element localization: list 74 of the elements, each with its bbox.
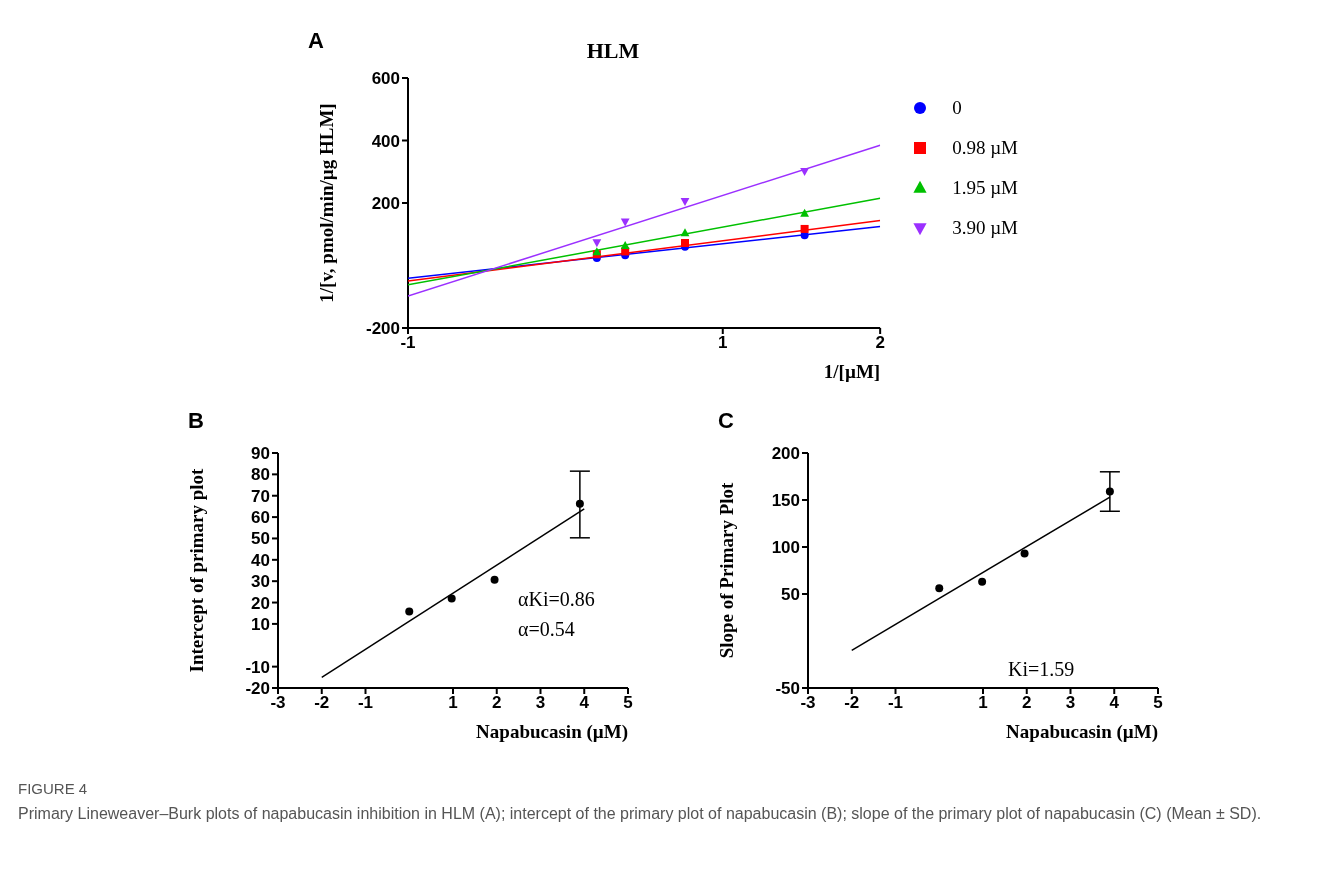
y-tick-label: 400 [371,131,400,151]
chart-title: HLM [586,38,640,63]
x-tick-label: -2 [314,693,330,713]
x-tick-label: 1 [978,693,988,713]
point [447,594,456,603]
y-tick-label: 40 [251,550,270,570]
point [935,584,944,593]
y-tick-label: 600 [371,69,400,89]
x-tick-label: -2 [844,693,860,713]
point [800,208,810,217]
y-tick-label: 200 [771,444,800,464]
x-tick-label: -3 [800,693,816,713]
x-tick-label: 1 [718,333,728,353]
y-tick-label: 50 [781,585,800,605]
y-tick-label: 90 [251,444,270,464]
point [1020,549,1029,558]
x-tick-label: 3 [1065,693,1076,713]
x-tick-label: -1 [400,333,416,353]
x-tick-label: 2 [492,693,502,713]
point [405,607,414,616]
point [592,239,602,248]
legend-label: 0 [952,97,962,119]
y-tick-label: 80 [251,465,270,485]
y-axis-title: 1/[v, pmol/min/µg HLM] [315,103,337,303]
x-tick-label: 3 [535,693,546,713]
y-axis-title: Intercept of primary plot [185,467,207,673]
point [620,241,630,250]
point [800,167,810,176]
caption: FIGURE 4 [18,779,89,799]
point [575,499,584,508]
x-tick-label: 2 [875,333,885,353]
annotation: αKi=0.86 [518,588,595,611]
y-tick-label: -20 [245,679,270,699]
y-tick-label: 50 [251,529,270,549]
y-tick-label: 60 [251,508,270,528]
x-axis-title: 1/[µM] [823,361,881,382]
point [978,577,987,586]
x-axis-title: Napabucasin (µM) [1006,721,1158,743]
y-axis-title: Slope of Primary Plot [715,481,737,659]
x-tick-label: 2 [1022,693,1032,713]
y-tick-label: -50 [775,679,800,699]
x-tick-label: 1 [448,693,458,713]
y-tick-label: -200 [365,319,400,339]
x-tick-label: 4 [1109,693,1120,713]
y-tick-label: 150 [771,491,800,511]
x-tick-label: -1 [357,693,374,713]
x-tick-label: 5 [1153,693,1163,713]
y-tick-label: 20 [251,593,270,613]
text: Primary Lineweaver–Burk plots of napabucasin inhibition in HLM (A); intercept of the primary plot of napabucasin (B); slope of the primary plot of napabucasin (C) (Mean ± SD). [18,804,1263,824]
point [680,197,690,206]
legend-label: 3.90 µM [952,217,1018,239]
y-tick-label: 10 [251,614,270,634]
y-tick-label: 70 [251,486,270,506]
x-tick-label: -1 [887,693,904,713]
legend-label: 1.95 µM [952,177,1018,199]
annotation: Ki=1.59 [1008,658,1075,681]
annotation: α=0.54 [518,618,575,641]
text: A [308,28,324,54]
point [490,575,499,584]
text: C [718,408,734,434]
y-tick-label: 200 [371,194,400,214]
point [680,228,690,237]
point [681,239,689,247]
point [800,224,809,233]
legend-label: 0.98 µM [952,137,1018,159]
y-tick-label: 100 [771,538,800,558]
x-tick-label: 5 [623,693,633,713]
y-tick-label: -10 [245,657,270,677]
point [1105,487,1114,496]
x-axis-title: Napabucasin (µM) [476,721,628,743]
x-tick-label: 4 [579,693,590,713]
text: B [188,408,204,434]
y-tick-label: 30 [251,572,270,592]
x-tick-label: -3 [270,693,286,713]
